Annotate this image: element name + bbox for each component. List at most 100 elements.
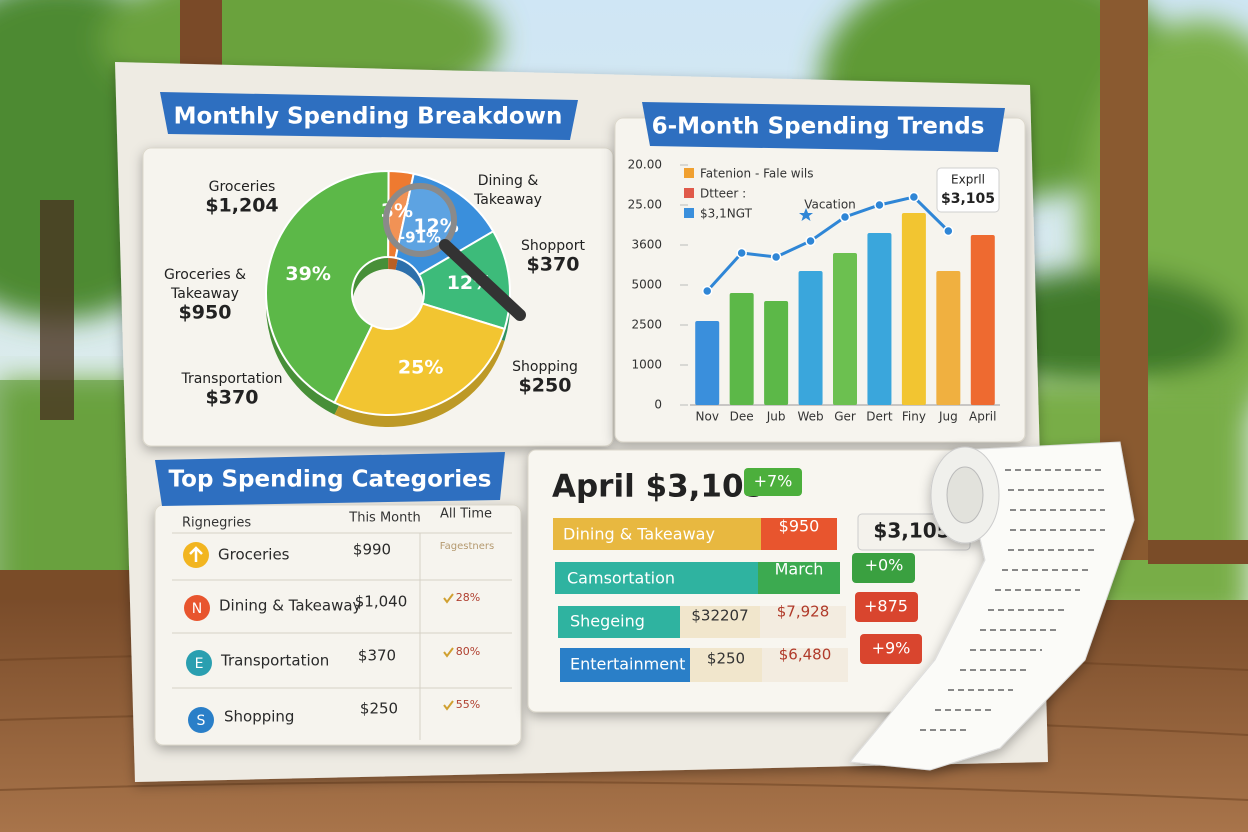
row-label: Entertainment xyxy=(570,655,685,674)
category-name: Transportation xyxy=(220,652,329,670)
bar xyxy=(764,301,789,405)
row-label: Shegeing xyxy=(570,612,645,631)
bar xyxy=(901,213,926,405)
y-tick-label: 0 xyxy=(654,398,662,412)
x-tick-label: April xyxy=(969,410,996,424)
row-label: Camsortation xyxy=(567,569,675,588)
legend-label: Fatenion - Fale wils xyxy=(700,167,814,181)
x-tick-label: Nov xyxy=(696,410,719,424)
bar xyxy=(833,253,857,405)
all-time: 55% xyxy=(456,698,480,711)
trend-point xyxy=(805,235,816,247)
pie-callout: Shopport xyxy=(521,238,585,254)
bar xyxy=(729,293,754,405)
this-month: $370 xyxy=(358,647,396,665)
legend-label: $3,1NGT xyxy=(700,207,753,221)
legend-swatch xyxy=(684,208,694,218)
trend-point xyxy=(908,191,920,203)
trend-point xyxy=(701,285,713,297)
pie-callout: Dining & xyxy=(478,173,539,189)
receipt xyxy=(849,441,1135,771)
april-panel: April $3,105 +7% Dining & Takeaway $950 … xyxy=(552,468,971,682)
table-title: Top Spending Categories xyxy=(169,467,492,493)
row-value: $250 xyxy=(707,650,745,668)
pie-slice xyxy=(417,229,511,331)
legend-swatch xyxy=(684,168,694,178)
trend-point xyxy=(839,211,851,223)
y-tick-label: 20.00 xyxy=(628,158,662,172)
pie-callout: $250 xyxy=(519,375,572,397)
annotation: Vacation xyxy=(804,198,856,212)
row-value: March xyxy=(775,560,824,579)
y-tick-label: 3600 xyxy=(631,238,662,252)
legend-label: Dtteer : xyxy=(700,187,746,201)
badge: +7% xyxy=(754,472,793,491)
table-header: This Month xyxy=(348,511,420,526)
all-time: 28% xyxy=(456,591,480,604)
x-tick-label: Finy xyxy=(902,410,926,424)
bar xyxy=(970,235,995,405)
pie-callout: Groceries xyxy=(209,179,276,195)
bar xyxy=(936,271,961,405)
table-header: Rignegries xyxy=(182,516,251,531)
pie-annotation: -91% xyxy=(399,229,441,247)
all-time: 80% xyxy=(456,645,480,658)
pie-callout: $370 xyxy=(527,254,580,276)
y-tick-label: 25.00 xyxy=(628,198,662,212)
title-ribbons: Monthly Spending Breakdown 6-Month Spend… xyxy=(155,92,1005,506)
category-name: Groceries xyxy=(218,546,290,564)
april-title: April $3,105 xyxy=(552,469,765,505)
row-change: +875 xyxy=(864,597,908,616)
x-tick-label: Dee xyxy=(730,410,754,424)
x-tick-label: Ger xyxy=(834,410,856,424)
this-month: $1,040 xyxy=(355,593,408,611)
x-tick-label: Web xyxy=(797,410,823,424)
trend-point xyxy=(874,199,885,211)
y-tick-label: 5000 xyxy=(631,278,662,292)
trend-point xyxy=(736,247,747,259)
pie-callout: Transportation xyxy=(180,371,282,387)
pie-slice xyxy=(265,170,390,404)
row-value: $950 xyxy=(779,517,820,536)
x-tick-label: Jug xyxy=(938,410,958,424)
pie-value-label: 39% xyxy=(285,263,330,285)
pie-callout: $950 xyxy=(179,302,232,324)
bar xyxy=(695,321,720,405)
trend-point xyxy=(770,251,782,263)
callout-box xyxy=(936,167,1000,213)
this-month: $250 xyxy=(360,700,398,718)
pie-title: Monthly Spending Breakdown xyxy=(174,104,563,130)
pie-callout: Groceries & xyxy=(164,267,246,283)
category-icon: N xyxy=(192,601,202,617)
pie-slice xyxy=(333,302,506,416)
pie-callout: $1,204 xyxy=(205,195,278,217)
pie-value-label: 12% xyxy=(413,215,458,237)
bar xyxy=(798,271,823,405)
category-name: Dining & Takeaway xyxy=(219,597,362,615)
category-name: Shopping xyxy=(224,708,294,726)
table-header: All Time xyxy=(440,507,492,522)
pie-callout: Shopping xyxy=(512,359,578,375)
pie-callout: Takeaway xyxy=(170,286,239,302)
magnifier xyxy=(383,183,526,321)
y-tick-label: 1000 xyxy=(631,358,662,372)
bar-title: 6-Month Spending Trends xyxy=(652,114,985,140)
pie-value-label: 25% xyxy=(398,357,443,379)
row-change: +9% xyxy=(872,639,911,658)
row-value: $32207 xyxy=(691,607,748,625)
row-value: $6,480 xyxy=(779,646,832,664)
row-change: +0% xyxy=(865,556,904,575)
annotation-star xyxy=(799,208,813,221)
pie-slice xyxy=(394,172,495,277)
row-label: Dining & Takeaway xyxy=(563,525,715,544)
x-tick-label: Dert xyxy=(866,410,893,424)
callout-text: $3,105 xyxy=(941,191,995,207)
this-month: $990 xyxy=(353,541,391,559)
bar xyxy=(867,233,892,405)
trend-line xyxy=(706,195,950,293)
callout-text: Exprll xyxy=(951,173,985,187)
category-icon: S xyxy=(197,713,206,729)
